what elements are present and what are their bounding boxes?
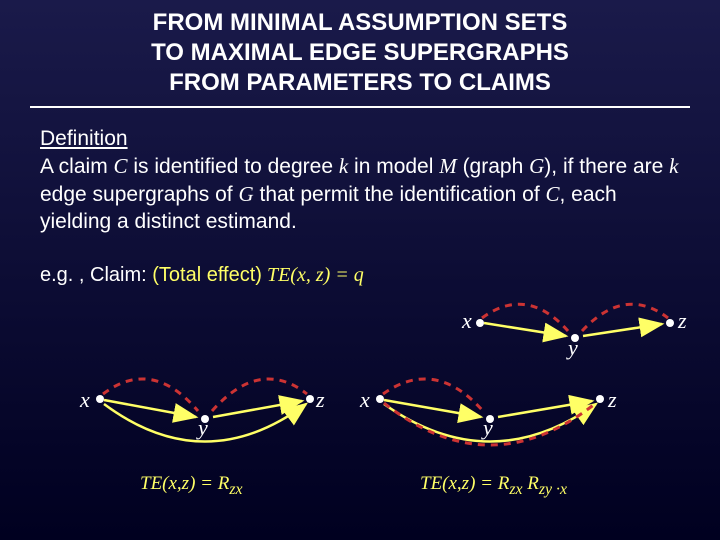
node-x-top: x (462, 308, 472, 334)
def-text: A claim C is identified to degree k in m… (40, 155, 679, 233)
node-x-right: x (360, 387, 370, 413)
node-z-left: z (316, 387, 325, 413)
formula-right: TE(x,z) = Rzx Rzy ·x (420, 473, 567, 499)
te-formula: TE(x, z) = q (262, 264, 364, 286)
node-y-top: y (568, 335, 578, 361)
title-line-2: TO MAXIMAL EDGE SUPERGRAPHS (30, 38, 690, 68)
slide-title: FROM MINIMAL ASSUMPTION SETS TO MAXIMAL … (30, 0, 690, 108)
node-z-top: z (678, 308, 687, 334)
title-line-1: FROM MINIMAL ASSUMPTION SETS (30, 8, 690, 38)
diagram-top: x y z (0, 293, 720, 363)
title-line-3: FROM PARAMETERS TO CLAIMS (30, 68, 690, 98)
diagram-main: x y z x y z (0, 369, 720, 469)
node-z-right: z (608, 387, 617, 413)
definition-block: Definition A claim C is identified to de… (40, 126, 680, 236)
example-line: e.g. , Claim: (Total effect) TE(x, z) = … (40, 264, 680, 287)
total-effect-label: (Total effect) (152, 264, 262, 286)
node-y-right: y (483, 415, 493, 441)
node-y-left: y (198, 415, 208, 441)
diagram-main-svg (0, 369, 720, 469)
node-x-left: x (80, 387, 90, 413)
definition-heading: Definition (40, 127, 128, 150)
diagram-top-svg (0, 293, 720, 363)
formula-row: TE(x,z) = Rzx TE(x,z) = Rzx Rzy ·x (0, 469, 720, 509)
formula-left: TE(x,z) = Rzx (140, 473, 243, 499)
